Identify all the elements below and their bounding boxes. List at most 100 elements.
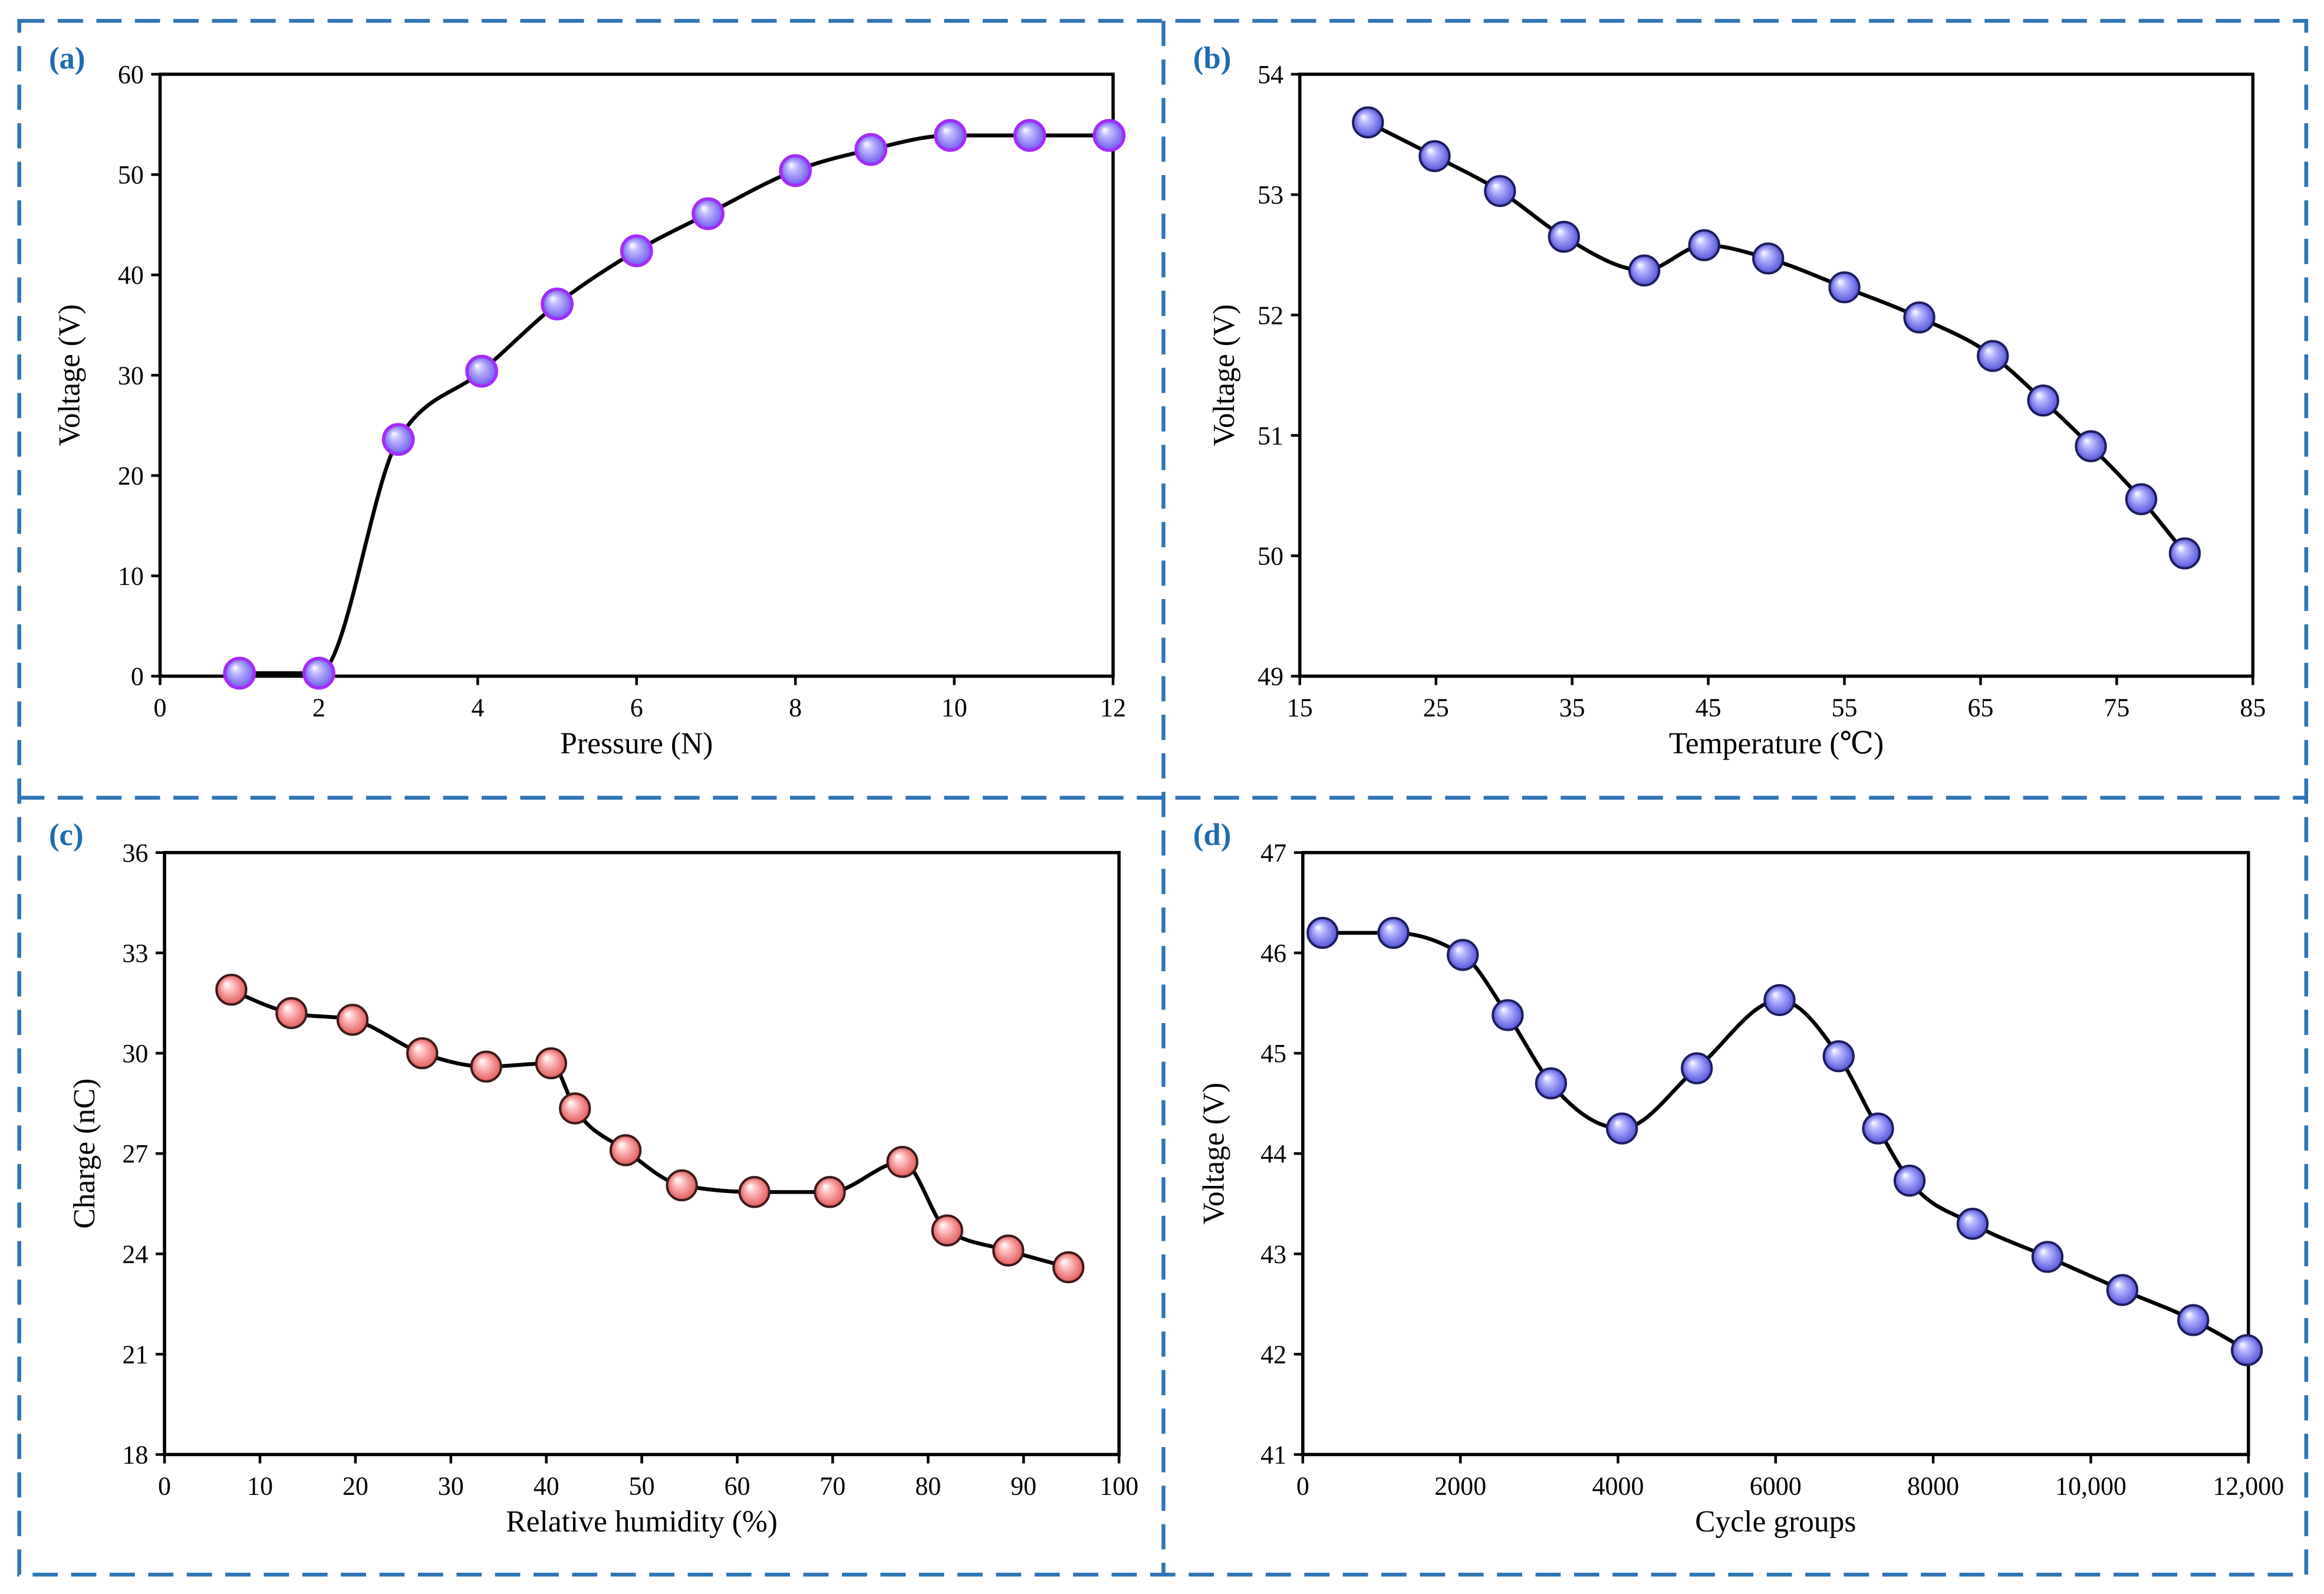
data-point xyxy=(302,656,335,690)
data-point xyxy=(2106,1274,2139,1306)
data-point xyxy=(1484,175,1516,208)
data-point xyxy=(1013,119,1046,152)
x-tick-label: 10 xyxy=(247,1471,273,1500)
data-point xyxy=(470,1050,502,1083)
data-point xyxy=(1548,221,1580,253)
y-tick-label: 44 xyxy=(1260,1139,1286,1168)
x-tick-label: 10,000 xyxy=(2055,1471,2127,1500)
data-point xyxy=(886,1146,919,1178)
data-point xyxy=(1688,229,1720,261)
data-point xyxy=(1535,1067,1568,1100)
x-tick-label: 10 xyxy=(942,693,967,722)
panel-label: (a) xyxy=(49,41,85,75)
y-axis-label: Voltage (V) xyxy=(1207,304,1241,446)
data-point xyxy=(1862,1112,1894,1145)
y-tick-label: 20 xyxy=(118,461,144,490)
data-point xyxy=(1606,1112,1638,1145)
y-tick-label: 47 xyxy=(1260,839,1286,867)
data-point xyxy=(2125,483,2158,515)
x-axis-label: Relative humidity (%) xyxy=(506,1505,778,1539)
data-point xyxy=(1052,1251,1085,1284)
data-point xyxy=(1306,916,1339,949)
x-tick-label: 6 xyxy=(630,693,643,722)
y-tick-label: 18 xyxy=(122,1441,148,1470)
x-tick-label: 20 xyxy=(343,1471,368,1500)
y-tick-label: 60 xyxy=(118,60,144,89)
x-tick-label: 4 xyxy=(471,693,484,722)
data-point xyxy=(1822,1040,1855,1073)
data-point xyxy=(2177,1304,2210,1336)
data-point xyxy=(1903,301,1935,334)
y-tick-label: 40 xyxy=(118,261,144,290)
y-tick-label: 51 xyxy=(1258,421,1283,450)
x-tick-label: 0 xyxy=(154,693,167,722)
x-tick-label: 2 xyxy=(312,693,325,722)
x-tick-label: 60 xyxy=(724,1471,750,1500)
data-point xyxy=(2031,1241,2064,1273)
data-point xyxy=(1377,916,1410,949)
x-tick-label: 6000 xyxy=(1750,1471,1802,1500)
panel-label: (c) xyxy=(49,818,84,852)
y-tick-label: 33 xyxy=(122,939,148,968)
y-tick-label: 0 xyxy=(131,662,144,691)
data-point xyxy=(381,423,415,456)
y-tick-label: 41 xyxy=(1260,1441,1286,1470)
data-point xyxy=(215,974,248,1006)
panel-d: (d) 0 2000 4000 6000 8000 10,000 12,000 41 42 43 44… xyxy=(1193,818,2284,1539)
data-point xyxy=(2230,1334,2263,1366)
x-tick-label: 80 xyxy=(915,1471,941,1500)
y-tick-label: 50 xyxy=(1258,542,1283,571)
y-tick-label: 46 xyxy=(1260,939,1286,968)
data-point xyxy=(779,154,812,188)
y-tick-label: 42 xyxy=(1260,1340,1286,1369)
data-point xyxy=(609,1134,642,1166)
data-point xyxy=(1956,1208,1989,1240)
series-line xyxy=(237,133,1111,675)
panel-label: (b) xyxy=(1193,41,1232,75)
data-point xyxy=(1977,340,2009,372)
x-axis-label: Cycle groups xyxy=(1695,1505,1856,1539)
data-point xyxy=(336,1004,369,1036)
y-axis-label: Voltage (V) xyxy=(1197,1083,1230,1225)
data-point xyxy=(275,997,308,1030)
x-tick-label: 75 xyxy=(2104,693,2129,722)
data-point xyxy=(2168,537,2201,570)
y-tick-label: 30 xyxy=(118,361,144,390)
x-tick-label: 35 xyxy=(1559,693,1585,722)
y-axis-label: Voltage (V) xyxy=(53,304,87,446)
x-tick-label: 8000 xyxy=(1907,1471,1959,1500)
y-tick-label: 52 xyxy=(1258,301,1283,330)
data-point xyxy=(854,133,888,166)
x-tick-label: 85 xyxy=(2240,693,2266,722)
y-tick-label: 43 xyxy=(1260,1240,1286,1268)
data-point xyxy=(1628,254,1661,287)
y-tick-label: 49 xyxy=(1258,662,1283,691)
x-tick-label: 50 xyxy=(629,1471,655,1500)
x-tick-label: 15 xyxy=(1287,693,1313,722)
x-tick-label: 2000 xyxy=(1434,1471,1486,1500)
x-tick-label: 0 xyxy=(1296,1471,1309,1500)
data-point xyxy=(1092,119,1126,152)
y-tick-label: 53 xyxy=(1258,180,1283,209)
x-tick-label: 25 xyxy=(1423,693,1449,722)
panel-c: (c) 0 10 20 30 40 50 60 70 80 90 100 18 21 24 27 30 33 36 R… xyxy=(49,818,1138,1539)
plot-frame xyxy=(163,851,1121,1457)
x-tick-label: 45 xyxy=(1696,693,1721,722)
data-point xyxy=(738,1176,771,1208)
data-point xyxy=(931,1214,963,1247)
data-point xyxy=(1492,999,1524,1031)
x-tick-label: 12,000 xyxy=(2213,1471,2284,1500)
y-tick-label: 50 xyxy=(118,160,144,189)
data-point xyxy=(992,1234,1025,1267)
data-point xyxy=(1418,140,1451,172)
x-tick-label: 12 xyxy=(1100,693,1126,722)
data-point xyxy=(465,354,498,388)
x-tick-label: 40 xyxy=(534,1471,559,1500)
x-tick-label: 90 xyxy=(1010,1471,1036,1500)
y-tick-label: 10 xyxy=(118,562,144,591)
x-axis-label: Pressure (N) xyxy=(560,727,713,760)
x-tick-label: 70 xyxy=(819,1471,845,1500)
x-tick-label: 55 xyxy=(1832,693,1858,722)
